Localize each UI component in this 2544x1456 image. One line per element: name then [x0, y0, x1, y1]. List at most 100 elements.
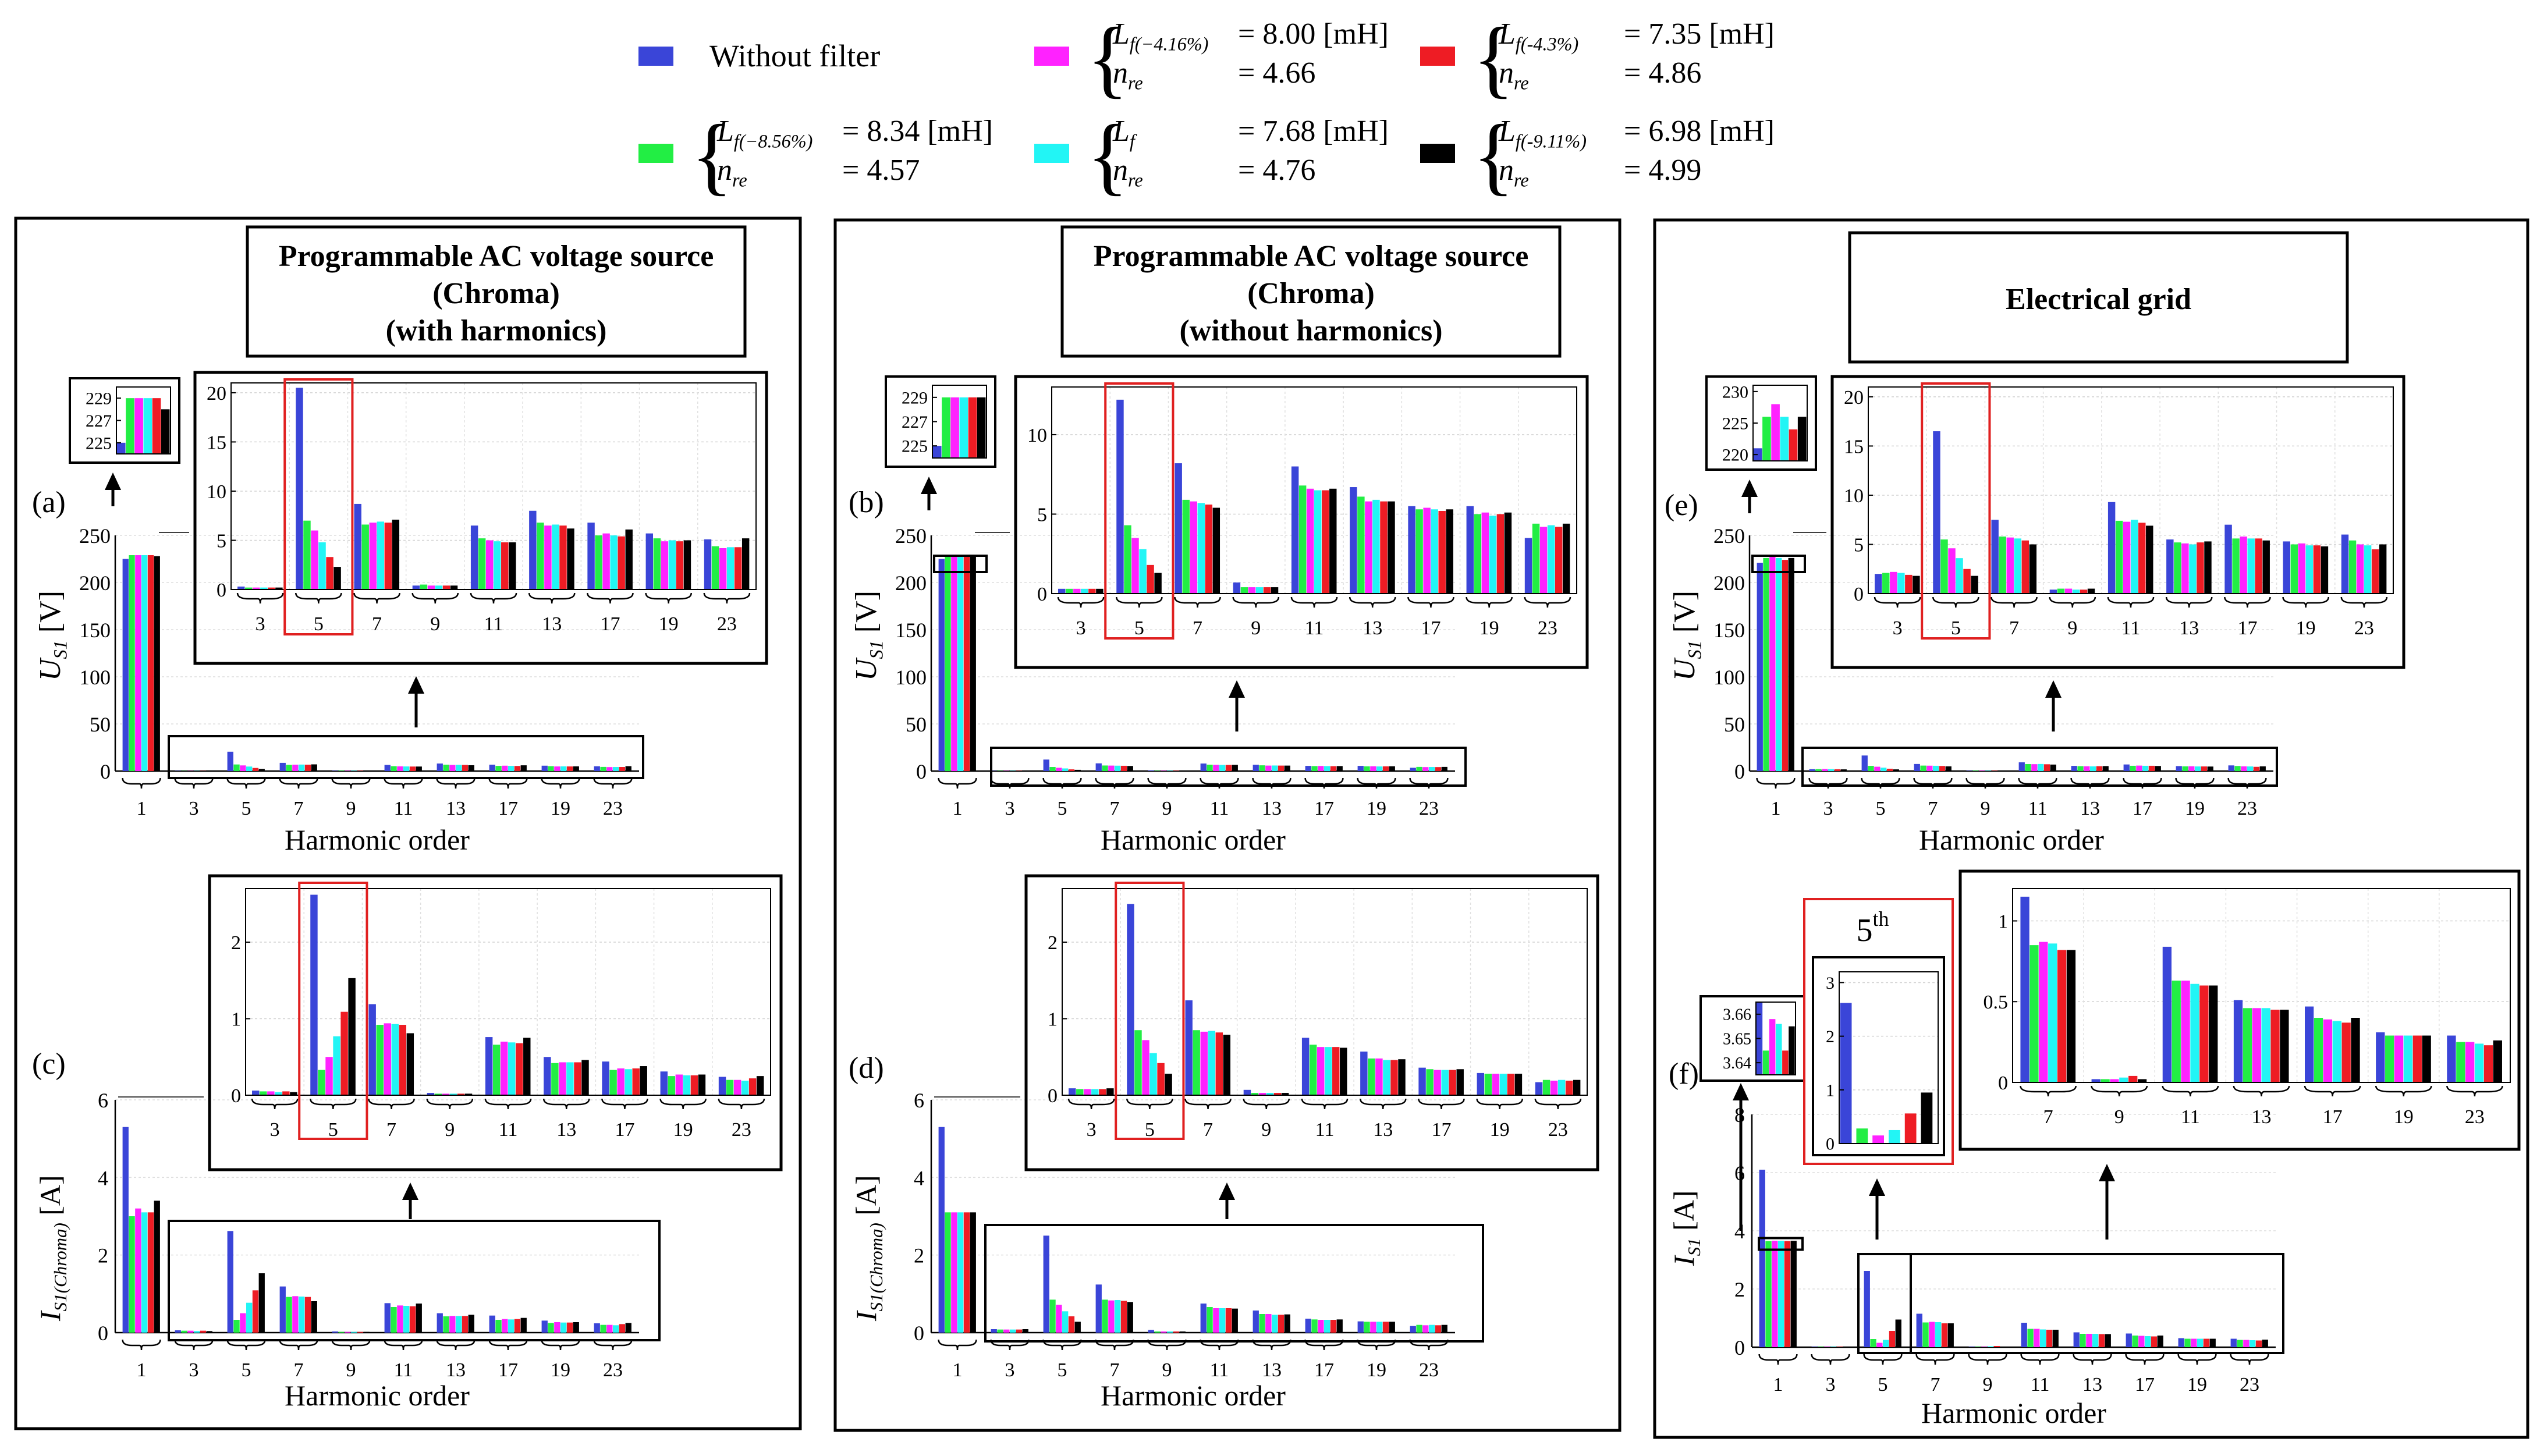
bar — [2174, 542, 2181, 594]
bar — [1259, 765, 1265, 771]
bar — [2027, 1329, 2034, 1347]
bar — [2249, 1340, 2256, 1347]
bar — [122, 1127, 129, 1333]
zoom-arrow-harmonics — [2099, 1164, 2115, 1240]
bar — [2184, 1338, 2191, 1347]
bar — [560, 766, 567, 771]
bar — [161, 409, 170, 454]
legend-brace: { — [1473, 10, 1514, 106]
plot-area — [1062, 888, 1588, 1096]
category-brace — [488, 1339, 528, 1351]
bar — [1883, 1340, 1889, 1347]
bar — [2280, 1010, 2289, 1082]
bar — [668, 540, 676, 589]
bar — [1809, 769, 1815, 771]
category-brace — [1042, 1339, 1082, 1351]
bar — [1788, 557, 1794, 771]
bar — [134, 398, 143, 454]
bar — [1422, 1325, 1429, 1333]
bar — [1828, 769, 1835, 771]
category-brace — [2282, 596, 2329, 608]
bar — [449, 765, 456, 771]
label-5th: 5th — [1856, 907, 1889, 949]
tick-label: 23 — [1538, 617, 1557, 639]
tick-label: 7 — [2009, 617, 2019, 639]
arrow-head — [2099, 1164, 2115, 1181]
category-brace — [1067, 1098, 1115, 1110]
tick-label: 13 — [542, 613, 562, 635]
category-brace — [2070, 777, 2110, 789]
bar — [1108, 765, 1115, 771]
bar — [573, 766, 579, 771]
category-brace — [2233, 1085, 2290, 1097]
bar — [619, 767, 626, 771]
bar — [514, 1319, 521, 1333]
tick-label: 1 — [137, 1359, 147, 1381]
tick-label: 23 — [603, 798, 623, 819]
bar — [951, 555, 957, 771]
bar — [1997, 770, 2004, 771]
category-brace — [279, 777, 318, 789]
inset-frame-fundamental — [1705, 375, 1817, 471]
category-brace — [659, 1098, 707, 1110]
category-brace — [938, 1339, 977, 1351]
bar — [2314, 1018, 2323, 1082]
bar — [1769, 556, 1776, 771]
bar — [1763, 557, 1769, 771]
bar — [1284, 1314, 1290, 1333]
bar — [1815, 769, 1822, 771]
bar — [1291, 466, 1299, 594]
bar — [1311, 766, 1318, 771]
bar — [2091, 1079, 2101, 1082]
tick-label: 229 — [902, 388, 928, 407]
category-brace — [488, 777, 528, 789]
category-brace — [1913, 777, 1953, 789]
bar — [206, 1331, 212, 1333]
bar — [240, 765, 246, 771]
category-brace — [2018, 777, 2057, 789]
bar — [1913, 576, 1920, 594]
tick-label: 13 — [1363, 617, 1382, 639]
bar — [2305, 545, 2314, 594]
category-brace — [1524, 596, 1571, 608]
bar — [434, 1093, 442, 1095]
bar — [1557, 1079, 1566, 1095]
bar — [1309, 1045, 1317, 1095]
bar — [2234, 766, 2241, 771]
legend: Without filter {Lf(−4.16%) = 8.00 [mH]nre =… — [638, 10, 1775, 204]
bar — [551, 1063, 559, 1095]
x-axis-label: Harmonic order — [1919, 823, 2104, 856]
tick-label: 1 — [1826, 1081, 1835, 1100]
bar — [1389, 766, 1395, 771]
panel-label: (f) — [1669, 1057, 1699, 1091]
bar — [617, 1068, 625, 1095]
highlight-5th — [1104, 382, 1175, 640]
bar — [338, 770, 345, 771]
bar — [2247, 538, 2255, 594]
bar — [468, 765, 474, 771]
bar — [338, 1331, 345, 1333]
tick-label: 23 — [1548, 1119, 1568, 1141]
bar — [443, 764, 449, 771]
tick-label: 5 — [1058, 798, 1067, 819]
bar — [2052, 1330, 2059, 1347]
y-axis-label: IS1 [A] — [1667, 1190, 1704, 1266]
bar — [1945, 766, 1952, 771]
bar — [1375, 1058, 1383, 1095]
category-brace — [1174, 596, 1221, 608]
tick-label: 5 — [242, 1359, 251, 1381]
bar — [2181, 981, 2190, 1082]
bar — [1215, 1032, 1223, 1095]
bar — [456, 1316, 462, 1333]
bar — [1336, 1319, 1343, 1333]
bar — [2203, 1338, 2210, 1347]
bar — [1484, 1074, 1492, 1095]
bar — [1161, 1331, 1167, 1333]
bar — [2209, 985, 2218, 1082]
category-brace — [1042, 777, 1082, 789]
bar — [1147, 564, 1154, 594]
bar — [2039, 942, 2048, 1082]
bar — [361, 524, 369, 589]
bar — [357, 770, 364, 771]
bar — [2066, 950, 2076, 1082]
